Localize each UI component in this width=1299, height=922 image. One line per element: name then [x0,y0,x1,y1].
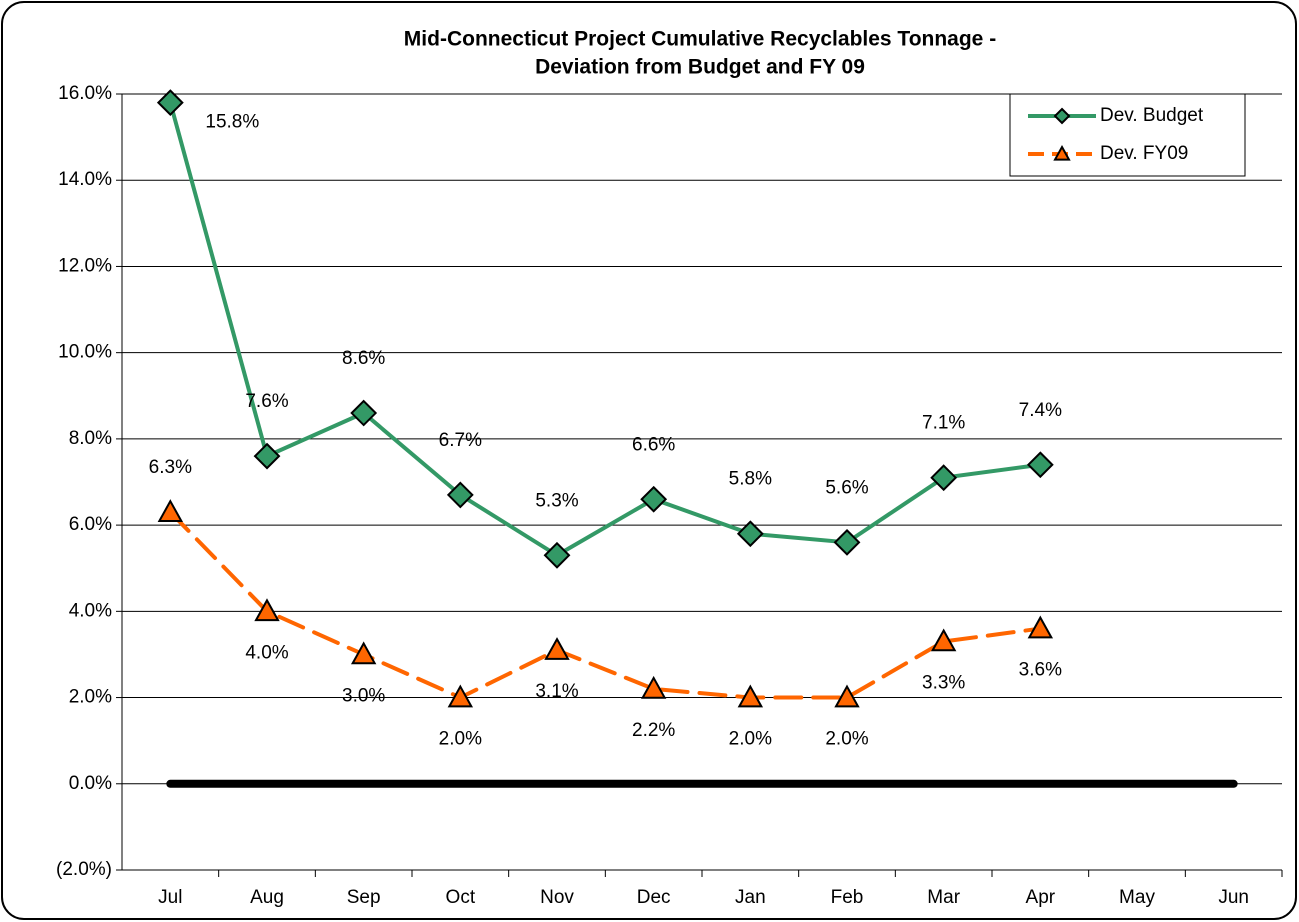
data-label: 7.4% [1019,400,1062,421]
data-label: 6.7% [439,430,482,451]
x-tick-label: Jan [735,887,766,908]
diamond-marker [833,528,861,556]
triangle-marker [157,499,184,522]
triangle-marker [447,684,474,708]
data-label: 5.8% [729,469,772,490]
data-label: 5.3% [535,490,578,511]
y-tick-label: 0.0% [69,773,112,794]
data-label: 2.0% [729,729,772,750]
triangle-marker [640,675,667,699]
data-label: 15.8% [205,112,259,133]
x-tick-label: Sep [347,887,381,908]
data-label: 7.1% [922,413,965,434]
chart-title: Deviation from Budget and FY 09 [535,56,865,79]
legend-marker [1053,144,1071,161]
data-label: 6.6% [632,434,675,455]
diamond-marker [253,442,281,470]
x-tick-label: Apr [1026,887,1056,908]
y-tick-label: 16.0% [58,83,112,104]
data-label: 7.6% [245,391,288,412]
y-tick-label: 6.0% [69,514,112,535]
x-tick-label: Jul [158,887,182,908]
y-tick-label: (2.0%) [56,859,112,880]
x-tick-label: Mar [927,887,960,908]
y-tick-label: 8.0% [69,428,112,449]
diamond-marker [156,89,184,117]
x-tick-label: Nov [540,887,574,908]
y-tick-label: 2.0% [69,687,112,708]
data-label: 8.6% [342,348,385,369]
y-tick-label: 12.0% [58,255,112,276]
diamond-marker [930,464,958,492]
data-label: 6.3% [149,457,192,478]
series-line [168,510,1043,700]
data-label: 2.2% [632,720,675,741]
data-label: 3.6% [1019,660,1062,681]
x-tick-label: May [1119,887,1155,908]
data-label: 2.0% [825,729,868,750]
legend-box [1009,93,1246,177]
diamond-marker [1026,451,1054,479]
x-tick-label: Dec [637,887,671,908]
x-tick-label: Aug [250,887,284,908]
diamond-marker [350,399,378,427]
x-tick-label: Jun [1218,887,1249,908]
legend-marker [1053,107,1071,125]
y-tick-label: 10.0% [58,342,112,363]
diamond-marker [736,520,764,548]
x-tick-label: Feb [831,887,864,908]
data-label: 5.6% [825,477,868,498]
diamond-marker [640,485,668,513]
legend-label: Dev. Budget [1100,105,1204,126]
diamond-marker [446,481,474,509]
series-line [168,100,1043,558]
triangle-marker [737,684,764,708]
triangle-marker [254,598,280,622]
data-label: 3.3% [922,673,965,694]
triangle-marker [350,641,377,665]
triangle-marker [930,628,957,652]
chart-title: Mid-Connecticut Project Cumulative Recyc… [404,28,996,51]
legend-label: Dev. FY09 [1100,143,1188,164]
diamond-marker [543,541,571,569]
y-tick-label: 4.0% [69,600,112,621]
data-label: 3.0% [342,685,385,706]
triangle-marker [1027,615,1054,639]
y-tick-label: 14.0% [58,169,112,190]
triangle-marker [544,637,570,660]
data-label: 3.1% [535,681,578,702]
data-label: 2.0% [439,729,482,750]
triangle-marker [834,684,860,708]
data-label: 4.0% [245,642,288,663]
x-tick-label: Oct [446,887,476,908]
